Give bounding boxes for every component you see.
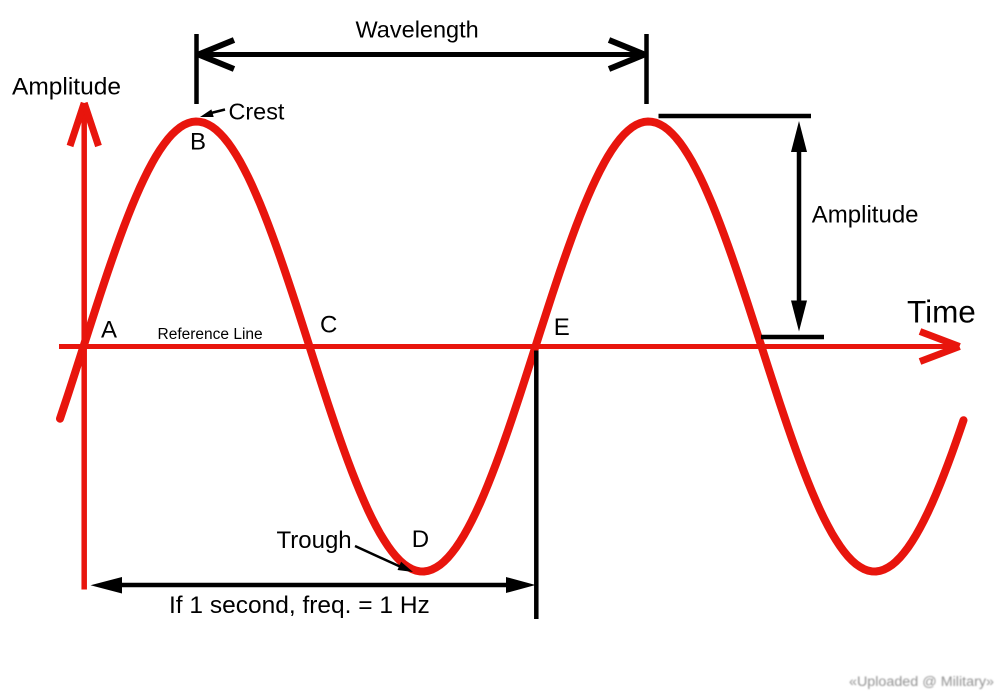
svg-text:Crest: Crest [229,99,285,125]
svg-text:Trough: Trough [277,527,352,554]
svg-text:Time: Time [907,294,976,330]
svg-text:A: A [101,317,117,344]
svg-text:Amplitude: Amplitude [812,202,919,229]
svg-text:E: E [554,314,570,341]
svg-text:Reference Line: Reference Line [158,326,263,343]
svg-text:Wavelength: Wavelength [356,17,479,43]
svg-text:«Uploaded @ Military»: «Uploaded @ Military» [849,674,994,689]
svg-text:If 1 second, freq. = 1 Hz: If 1 second, freq. = 1 Hz [169,592,430,619]
svg-text:D: D [412,526,429,553]
svg-text:Amplitude: Amplitude [12,74,121,101]
svg-text:B: B [190,129,206,156]
svg-text:C: C [320,311,337,338]
